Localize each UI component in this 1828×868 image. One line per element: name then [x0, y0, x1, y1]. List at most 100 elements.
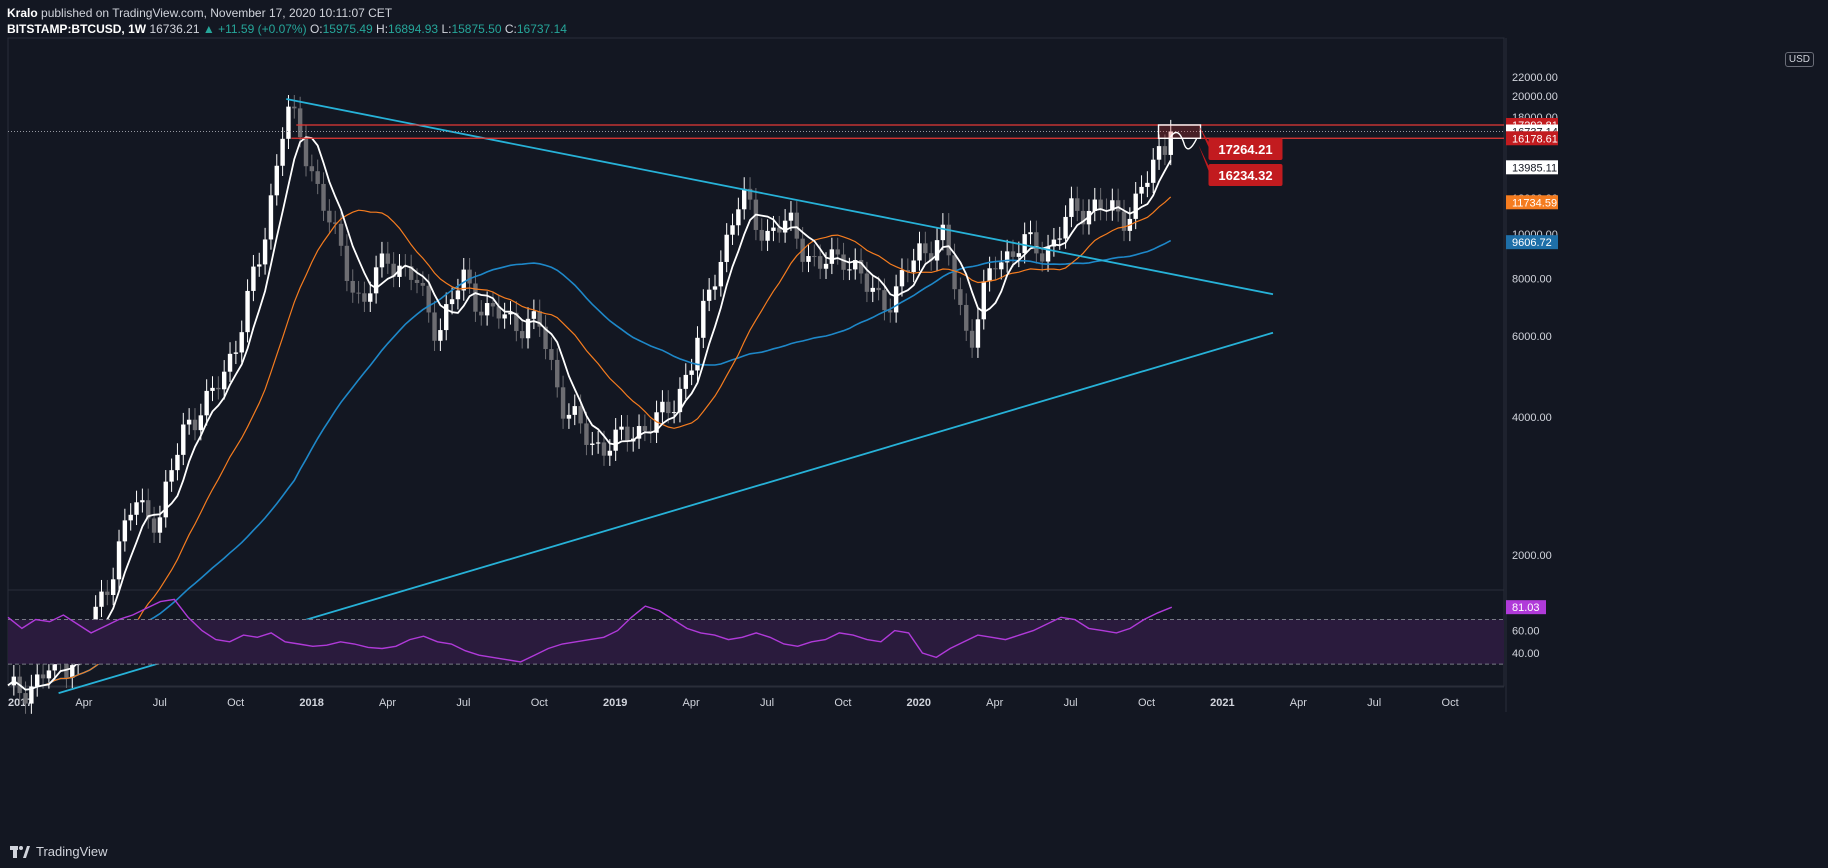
high-label: H: — [376, 22, 389, 36]
candle-up — [607, 450, 613, 456]
candle-up — [70, 665, 75, 678]
x-tick-label: Apr — [683, 697, 700, 709]
candle-down — [923, 243, 928, 254]
trendline-descending — [286, 98, 1274, 296]
candle-up — [502, 314, 507, 319]
candle-down — [958, 289, 963, 305]
candle-down — [426, 285, 431, 313]
candle-up — [175, 454, 180, 471]
x-tick-label: Oct — [1442, 697, 1459, 709]
candle-up — [782, 220, 788, 233]
candle-down — [946, 224, 951, 256]
candle-up — [736, 209, 741, 226]
candle-up — [531, 311, 537, 319]
candle-up — [438, 330, 443, 341]
candle-down — [928, 253, 934, 261]
candle-down — [888, 310, 893, 313]
candle-up — [613, 429, 618, 451]
brand-name: TradingView — [36, 844, 108, 859]
x-tick-label: Jul — [153, 697, 167, 709]
symbol-legend: BITSTAMP:BTCUSD, 1W 16736.21 ▲ +11.59 (+… — [7, 22, 567, 37]
candle-up — [1110, 200, 1115, 211]
candle-up — [274, 165, 279, 196]
candle-down — [584, 423, 589, 445]
candle-down — [1121, 211, 1127, 231]
candle-down — [333, 222, 338, 224]
x-tick-label: Jul — [760, 697, 774, 709]
y-tick-label: 2000.00 — [1512, 550, 1552, 562]
candle-down — [1115, 200, 1121, 212]
currency-badge[interactable]: USD — [1784, 52, 1814, 67]
candle-up — [46, 670, 52, 679]
candle-up — [239, 332, 244, 353]
candle-down — [216, 387, 221, 390]
low-label: L: — [441, 22, 452, 36]
candle-down — [1040, 253, 1045, 262]
candle-up — [157, 517, 163, 533]
ma-slow-badge: 9606.72 — [1512, 237, 1552, 249]
candle-up — [706, 289, 712, 301]
candle-up — [911, 260, 916, 272]
candle-down — [303, 137, 309, 167]
candle-up — [660, 401, 665, 413]
candle-up — [186, 419, 192, 425]
candle-down — [876, 287, 881, 291]
candle-down — [23, 693, 28, 704]
candle-down — [490, 303, 496, 307]
x-tick-label: Oct — [834, 697, 851, 709]
candle-down — [777, 227, 782, 233]
candle-up — [1092, 199, 1097, 211]
candle-up — [1069, 198, 1074, 217]
candle-up — [1016, 253, 1022, 257]
candle-up — [268, 195, 274, 240]
candle-down — [993, 268, 998, 270]
candle-up — [940, 224, 946, 241]
candle-down — [555, 359, 560, 388]
y-tick-label: 22000.00 — [1512, 72, 1558, 84]
candle-up — [508, 312, 513, 315]
candle-up — [140, 500, 145, 503]
candle-down — [338, 223, 344, 246]
candle-down — [543, 326, 548, 350]
candle-down — [315, 171, 320, 184]
candle-up — [210, 387, 215, 391]
candle-up — [99, 591, 104, 607]
candle-up — [893, 286, 899, 313]
candle-up — [1004, 251, 1010, 263]
candle-down — [146, 500, 151, 519]
candle-up — [134, 502, 139, 515]
candle-up — [1133, 193, 1138, 219]
candle-down — [408, 266, 414, 280]
projection-arrow-icon — [1169, 131, 1198, 150]
candle-down — [1075, 198, 1080, 211]
candle-down — [1098, 199, 1103, 211]
candle-down — [969, 330, 975, 348]
candle-up — [718, 261, 724, 287]
candle-up — [934, 240, 940, 261]
callout-box — [1208, 164, 1283, 186]
x-tick-label: Apr — [986, 697, 1003, 709]
rsi-band — [8, 619, 1504, 665]
symbol-name[interactable]: BITSTAMP:BTCUSD, 1W — [7, 22, 147, 36]
candle-up — [671, 412, 677, 414]
candle-up — [636, 426, 642, 439]
x-tick-label: Jul — [1367, 697, 1381, 709]
candle-up — [853, 260, 858, 270]
tradingview-footer[interactable]: TradingView — [10, 844, 108, 859]
resistance-badge-bg — [1506, 131, 1558, 146]
candle-up — [870, 287, 875, 292]
price-change: +11.59 (+0.07%) — [218, 22, 307, 36]
candle-down — [514, 312, 519, 332]
high-value: 16894.93 — [388, 22, 439, 36]
candle-down — [1080, 210, 1086, 225]
candle-up — [806, 256, 811, 262]
low-value: 15875.50 — [451, 22, 502, 36]
candle-down — [835, 249, 840, 255]
candle-up — [999, 262, 1004, 270]
candle-up — [847, 269, 852, 271]
author-name[interactable]: Kralo — [7, 6, 38, 20]
rsi-line — [7, 598, 1173, 663]
candle-up — [110, 579, 116, 595]
candle-up — [771, 227, 776, 231]
